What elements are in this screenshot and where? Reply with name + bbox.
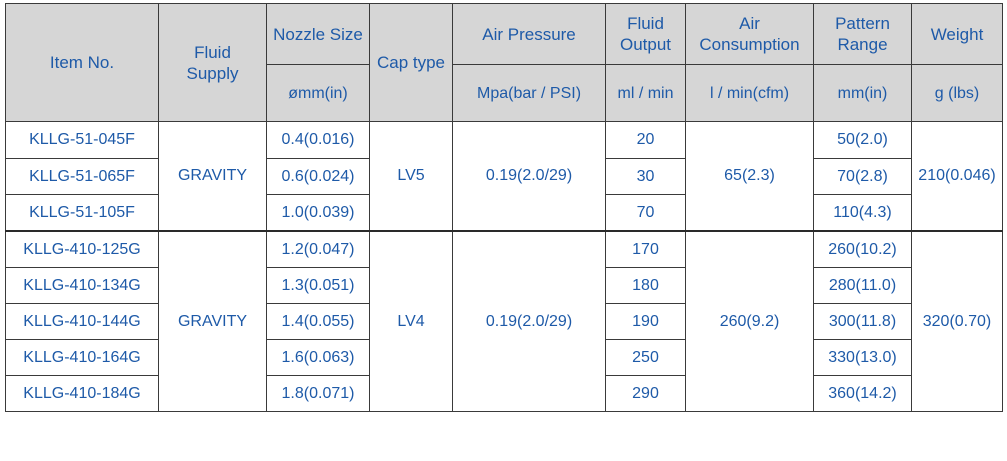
nozzle-cell: 1.6(0.063): [266, 339, 370, 376]
cap-type-cell: LV5: [369, 121, 453, 232]
header-weight: Weight: [911, 3, 1003, 65]
header-air-pressure: Air Pressure: [452, 3, 606, 65]
header-row: Item No. Fluid Supply Nozzle Size Cap ty…: [5, 3, 1003, 122]
header-air-consumption-line2: Consumption: [699, 35, 800, 54]
item-no-cell: KLLG-51-045F: [5, 121, 159, 159]
header-fluid-output-unit: ml / min: [605, 64, 686, 122]
spec-table: Item No. Fluid Supply Nozzle Size Cap ty…: [5, 3, 1003, 412]
weight-cell: 320(0.70): [911, 230, 1003, 412]
nozzle-cell: 1.8(0.071): [266, 375, 370, 412]
table-row: KLLG-410-144G 1.4(0.055) 190 300(11.8): [5, 303, 1003, 340]
pattern-range-cell: 360(14.2): [813, 375, 912, 412]
header-pattern-range-unit: mm(in): [813, 64, 912, 122]
header-air-consumption-unit: l / min(cfm): [685, 64, 814, 122]
nozzle-cell: 1.0(0.039): [266, 194, 370, 232]
pattern-range-cell: 300(11.8): [813, 303, 912, 340]
fluid-supply-cell: GRAVITY: [158, 121, 267, 232]
fluid-output-cell: 180: [605, 267, 686, 304]
table-row: KLLG-410-184G 1.8(0.071) 290 360(14.2): [5, 375, 1003, 412]
fluid-supply-cell: GRAVITY: [158, 230, 267, 412]
header-nozzle-unit: ømm(in): [266, 64, 370, 122]
fluid-output-cell: 30: [605, 158, 686, 195]
header-air-consumption: Air Consumption: [685, 3, 814, 65]
header-units-row: ømm(in) Mpa(bar / PSI) ml / min l / min(…: [6, 64, 1003, 122]
header-fluid-output: Fluid Output: [605, 3, 686, 65]
nozzle-cell: 0.6(0.024): [266, 158, 370, 195]
pattern-range-cell: 70(2.8): [813, 158, 912, 195]
air-pressure-cell: 0.19(2.0/29): [452, 121, 606, 232]
cap-type-cell: LV4: [369, 230, 453, 412]
header-pattern-range-line2: Range: [837, 35, 888, 54]
table-group-lv5: KLLG-51-045F GRAVITY 0.4(0.016) LV5 0.19…: [5, 121, 1003, 232]
nozzle-cell: 0.4(0.016): [266, 121, 370, 159]
item-no-cell: KLLG-51-065F: [5, 158, 159, 195]
item-no-cell: KLLG-410-125G: [5, 230, 159, 268]
pattern-range-cell: 110(4.3): [813, 194, 912, 232]
air-consumption-cell: 260(9.2): [685, 230, 814, 412]
table-row: KLLG-51-105F 1.0(0.039) 70 110(4.3): [5, 194, 1003, 232]
table-row: KLLG-410-125G GRAVITY 1.2(0.047) LV4 0.1…: [5, 230, 1003, 412]
header-cap-type: Cap type: [369, 3, 453, 122]
header-fluid-supply: Fluid Supply: [158, 3, 267, 122]
air-consumption-cell: 65(2.3): [685, 121, 814, 232]
nozzle-cell: 1.2(0.047): [266, 230, 370, 268]
fluid-output-cell: 190: [605, 303, 686, 340]
item-no-cell: KLLG-410-144G: [5, 303, 159, 340]
pattern-range-cell: 280(11.0): [813, 267, 912, 304]
table-header: Item No. Fluid Supply Nozzle Size Cap ty…: [5, 3, 1003, 122]
header-fluid-output-line1: Fluid: [627, 14, 664, 33]
table-group-lv4: KLLG-410-125G GRAVITY 1.2(0.047) LV4 0.1…: [5, 230, 1003, 412]
header-pattern-range-line1: Pattern: [835, 14, 890, 33]
header-nozzle-size: Nozzle Size: [266, 3, 370, 65]
spec-table-container: Item No. Fluid Supply Nozzle Size Cap ty…: [5, 3, 1003, 412]
item-no-cell: KLLG-410-134G: [5, 267, 159, 304]
header-fluid-supply-line1: Fluid: [194, 42, 231, 62]
table-row: KLLG-51-045F GRAVITY 0.4(0.016) LV5 0.19…: [5, 121, 1003, 232]
header-air-pressure-unit: Mpa(bar / PSI): [452, 64, 606, 122]
item-no-cell: KLLG-410-164G: [5, 339, 159, 376]
fluid-output-cell: 20: [605, 121, 686, 159]
pattern-range-cell: 260(10.2): [813, 230, 912, 268]
fluid-output-cell: 70: [605, 194, 686, 232]
weight-cell: 210(0.046): [911, 121, 1003, 232]
header-air-consumption-line1: Air: [739, 14, 760, 33]
item-no-cell: KLLG-51-105F: [5, 194, 159, 232]
nozzle-cell: 1.3(0.051): [266, 267, 370, 304]
air-pressure-cell: 0.19(2.0/29): [452, 230, 606, 412]
table-row: KLLG-410-134G 1.3(0.051) 180 280(11.0): [5, 267, 1003, 304]
item-no-cell: KLLG-410-184G: [5, 375, 159, 412]
fluid-output-cell: 290: [605, 375, 686, 412]
pattern-range-cell: 50(2.0): [813, 121, 912, 159]
table-row: KLLG-410-164G 1.6(0.063) 250 330(13.0): [5, 339, 1003, 376]
header-fluid-output-line2: Output: [619, 35, 672, 54]
header-weight-unit: g (lbs): [911, 64, 1003, 122]
pattern-range-cell: 330(13.0): [813, 339, 912, 376]
header-item-no: Item No.: [5, 3, 159, 122]
header-fluid-supply-line2: Supply: [186, 63, 239, 83]
header-pattern-range: Pattern Range: [813, 3, 912, 65]
fluid-output-cell: 170: [605, 230, 686, 268]
nozzle-cell: 1.4(0.055): [266, 303, 370, 340]
fluid-output-cell: 250: [605, 339, 686, 376]
table-row: KLLG-51-065F 0.6(0.024) 30 70(2.8): [5, 158, 1003, 195]
